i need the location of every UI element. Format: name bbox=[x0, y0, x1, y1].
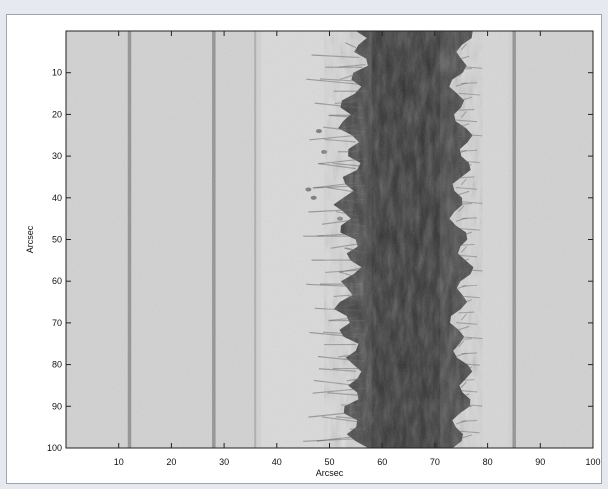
x-tick-label: 80 bbox=[483, 457, 493, 467]
x-tick-label: 90 bbox=[535, 457, 545, 467]
x-tick-label: 100 bbox=[585, 457, 600, 467]
x-tick-label: 40 bbox=[272, 457, 282, 467]
y-tick-label: 60 bbox=[52, 276, 62, 286]
y-tick-label: 30 bbox=[52, 151, 62, 161]
y-axis-label: Arcsec bbox=[25, 225, 35, 253]
x-tick-label: 50 bbox=[324, 457, 334, 467]
y-tick-label: 90 bbox=[52, 401, 62, 411]
axis-ticks: 10 20 30 40 50 60 70 80 90 100 10 20 30 40 50 60 70 80 90 1… bbox=[47, 31, 601, 467]
x-tick-label: 70 bbox=[430, 457, 440, 467]
y-tick-label: 40 bbox=[52, 193, 62, 203]
y-tick-label: 80 bbox=[52, 360, 62, 370]
intensity-image bbox=[66, 31, 593, 448]
x-tick-label: 30 bbox=[219, 457, 229, 467]
y-tick-label: 20 bbox=[52, 109, 62, 119]
y-tick-label: 70 bbox=[52, 318, 62, 328]
x-tick-label: 60 bbox=[377, 457, 387, 467]
y-tick-label: 100 bbox=[47, 443, 62, 453]
x-tick-label: 20 bbox=[166, 457, 176, 467]
y-tick-label: 50 bbox=[52, 235, 62, 245]
streak-texture bbox=[324, 31, 483, 448]
x-tick-label: 10 bbox=[114, 457, 124, 467]
y-tick-label: 10 bbox=[52, 68, 62, 78]
x-axis-label: Arcsec bbox=[316, 468, 344, 478]
